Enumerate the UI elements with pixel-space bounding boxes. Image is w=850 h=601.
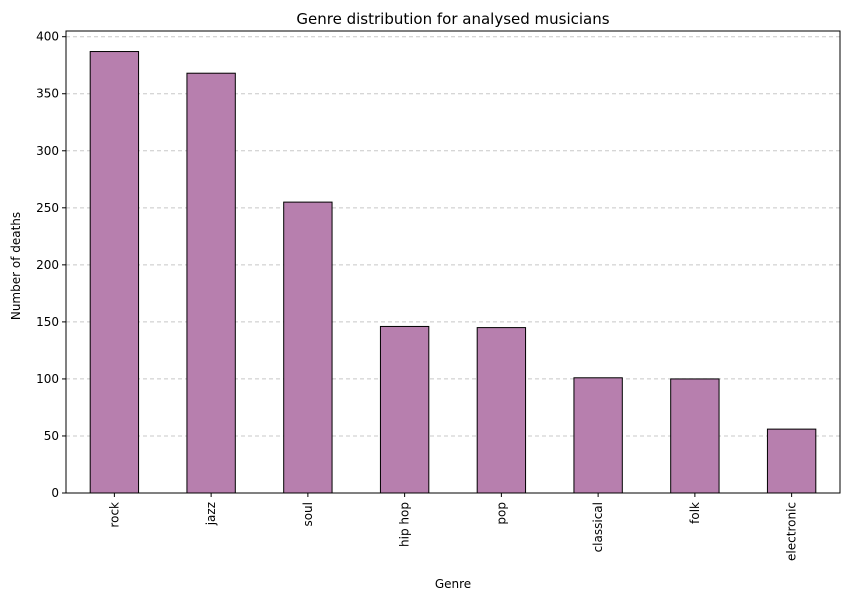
y-tick-label: 50: [44, 429, 59, 443]
bar-folk: [670, 378, 720, 494]
x-tick-label: folk: [688, 502, 702, 524]
y-tick-label: 250: [36, 201, 59, 215]
x-axis-ticks: rock jazz soul hip hop pop classical folk elect…: [107, 493, 799, 561]
bar-rock: [89, 51, 140, 494]
y-tick-label: 350: [36, 87, 59, 101]
x-tick-label: pop: [494, 502, 508, 525]
bar-electronic: [766, 428, 817, 494]
bar-jazz: [186, 72, 236, 494]
y-tick-label: 400: [36, 30, 59, 44]
chart-title: Genre distribution for analysed musician…: [296, 10, 609, 28]
y-tick-label: 300: [36, 144, 59, 158]
plot-frame: [65, 30, 841, 494]
y-axis-ticks: 0 50 100 150 200 250 300 350 400: [36, 30, 66, 500]
bar-classical: [573, 377, 623, 494]
gridlines: [66, 36, 840, 437]
x-tick-label: jazz: [204, 502, 218, 526]
bars: [89, 51, 817, 494]
y-tick-label: 150: [36, 315, 59, 329]
y-tick-label: 200: [36, 258, 59, 272]
x-tick-label: rock: [107, 502, 121, 528]
bar-soul: [283, 201, 333, 494]
x-tick-label: hip hop: [398, 502, 412, 547]
y-tick-label: 100: [36, 372, 59, 386]
y-axis-label: Number of deaths: [9, 212, 23, 320]
axes: [65, 30, 841, 494]
x-tick-label: classical: [591, 502, 605, 552]
bar-hip-hop: [379, 325, 430, 494]
bar-pop: [476, 327, 527, 494]
y-tick-label: 0: [51, 486, 59, 500]
x-tick-label: electronic: [785, 502, 799, 561]
x-axis-label: Genre: [435, 577, 471, 591]
x-tick-label: soul: [301, 502, 315, 527]
